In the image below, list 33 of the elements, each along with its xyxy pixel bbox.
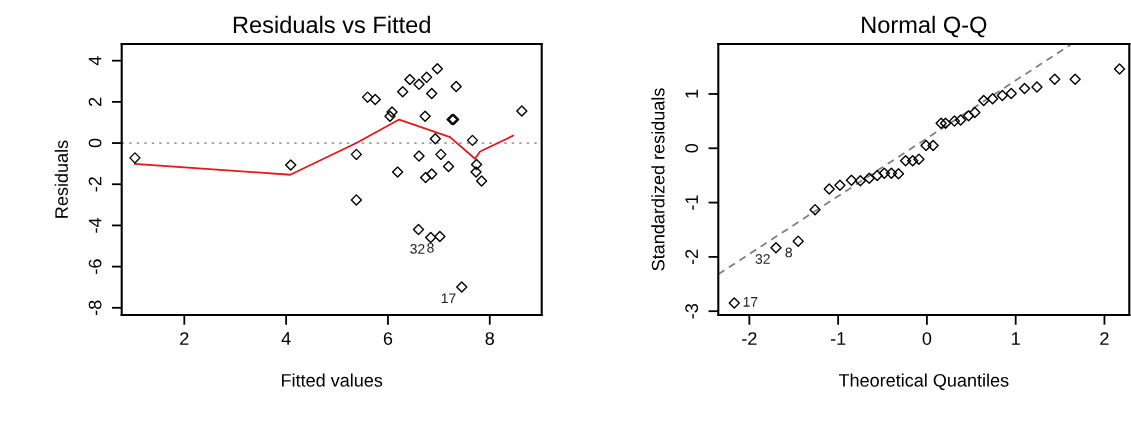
y-tick-label: -2 bbox=[685, 249, 698, 265]
y-tick-label: -2 bbox=[88, 177, 102, 192]
annotation: 8 bbox=[785, 247, 793, 258]
x-axis-title: Theoretical Quantiles bbox=[838, 373, 1009, 390]
y-tick-label: 0 bbox=[88, 138, 102, 148]
x-tick-label: 6 bbox=[383, 332, 393, 345]
annotation: 32 bbox=[410, 243, 425, 254]
annotation: 8 bbox=[427, 242, 434, 253]
x-tick-label: 0 bbox=[922, 332, 932, 345]
annotation: 17 bbox=[441, 293, 456, 304]
y-axis-title: Residuals bbox=[54, 140, 68, 218]
annotation: 32 bbox=[755, 254, 770, 264]
x-tick-label: 2 bbox=[1100, 332, 1109, 345]
x-tick-label: -1 bbox=[830, 332, 846, 345]
y-tick-label: 2 bbox=[88, 97, 102, 106]
y-tick-label: -6 bbox=[88, 259, 102, 274]
y-tick-label: 4 bbox=[88, 56, 102, 66]
x-tick-label: 8 bbox=[485, 332, 495, 345]
y-tick-label: -4 bbox=[88, 217, 102, 233]
annotation: 17 bbox=[743, 297, 758, 307]
x-tick-label: -2 bbox=[742, 332, 757, 345]
x-tick-label: 1 bbox=[1012, 332, 1020, 345]
x-tick-label: 4 bbox=[281, 332, 291, 345]
y-tick-label: -1 bbox=[685, 195, 698, 210]
chart-title: Residuals vs Fitted bbox=[233, 15, 430, 34]
y-axis-title: Standardized residuals bbox=[651, 88, 665, 271]
x-tick-label: 2 bbox=[180, 332, 189, 345]
chart-title: Normal Q-Q bbox=[862, 15, 987, 38]
y-tick-label: 1 bbox=[685, 89, 698, 98]
y-tick-label: 0 bbox=[685, 143, 699, 153]
x-axis-title: Fitted values bbox=[282, 373, 383, 387]
y-tick-label: -8 bbox=[88, 300, 102, 316]
y-tick-label: -3 bbox=[685, 303, 699, 319]
